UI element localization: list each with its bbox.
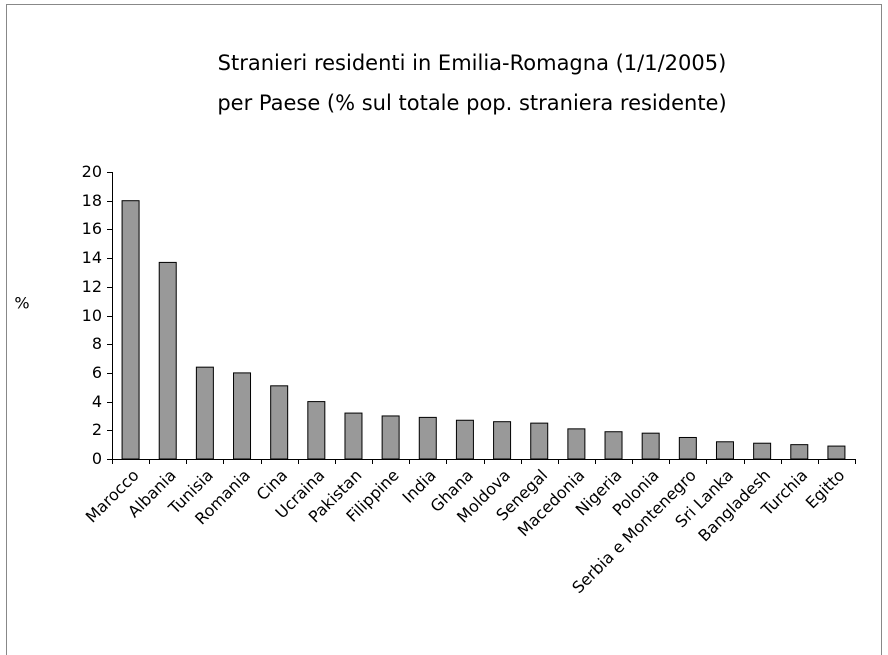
bar xyxy=(790,444,809,460)
y-tick-label: 2 xyxy=(92,420,102,439)
y-tick-label: 6 xyxy=(92,363,102,382)
y-tick-label: 20 xyxy=(82,162,102,181)
bar xyxy=(381,415,400,460)
bar xyxy=(827,445,846,460)
y-tick-label: 14 xyxy=(82,248,102,267)
bar xyxy=(270,385,289,460)
bar xyxy=(344,412,363,460)
bar xyxy=(753,442,772,460)
bar xyxy=(530,422,549,460)
bar xyxy=(307,401,326,460)
y-tick-label: 16 xyxy=(82,219,102,238)
y-tick-label: 4 xyxy=(92,392,102,411)
bar xyxy=(418,416,437,460)
bar xyxy=(567,428,586,460)
bar xyxy=(715,441,734,460)
bar xyxy=(641,432,660,460)
chart-frame xyxy=(6,4,882,655)
bar xyxy=(195,366,214,460)
bar xyxy=(493,421,512,460)
y-tick-label: 18 xyxy=(82,191,102,210)
y-axis-label: % xyxy=(14,294,29,313)
y-tick-label: 10 xyxy=(82,306,102,325)
y-tick-label: 8 xyxy=(92,334,102,353)
y-tick-label: 12 xyxy=(82,277,102,296)
bar xyxy=(455,419,474,460)
bar xyxy=(121,200,140,460)
bar xyxy=(604,431,623,460)
y-tick-label: 0 xyxy=(92,449,102,468)
chart-title: Stranieri residenti in Emilia-Romagna (1… xyxy=(218,51,727,75)
bar xyxy=(233,372,252,460)
x-tick-label: Egitto xyxy=(802,466,849,513)
bar xyxy=(678,436,697,460)
chart-subtitle: per Paese (% sul totale pop. straniera r… xyxy=(217,91,726,115)
bar xyxy=(158,261,177,460)
